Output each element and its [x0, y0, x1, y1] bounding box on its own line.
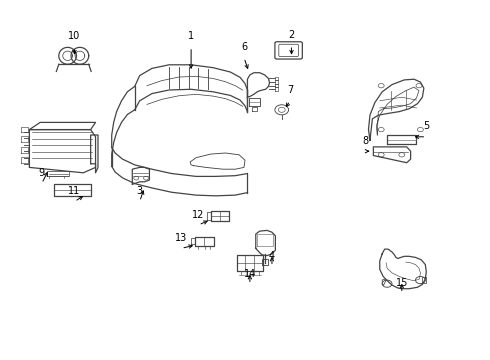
- Text: 1: 1: [188, 31, 194, 41]
- Text: 13: 13: [175, 233, 187, 243]
- Text: 11: 11: [68, 186, 80, 196]
- Text: 12: 12: [192, 210, 205, 220]
- Text: 3: 3: [137, 186, 143, 196]
- Text: 7: 7: [287, 85, 293, 95]
- Text: 2: 2: [289, 30, 294, 40]
- Text: 4: 4: [269, 251, 275, 261]
- Text: 8: 8: [362, 136, 368, 146]
- Text: 15: 15: [395, 278, 408, 288]
- Text: 6: 6: [241, 42, 247, 52]
- Text: 14: 14: [244, 269, 256, 279]
- Text: 9: 9: [39, 168, 45, 178]
- Text: 5: 5: [423, 121, 429, 131]
- Text: 10: 10: [68, 31, 80, 41]
